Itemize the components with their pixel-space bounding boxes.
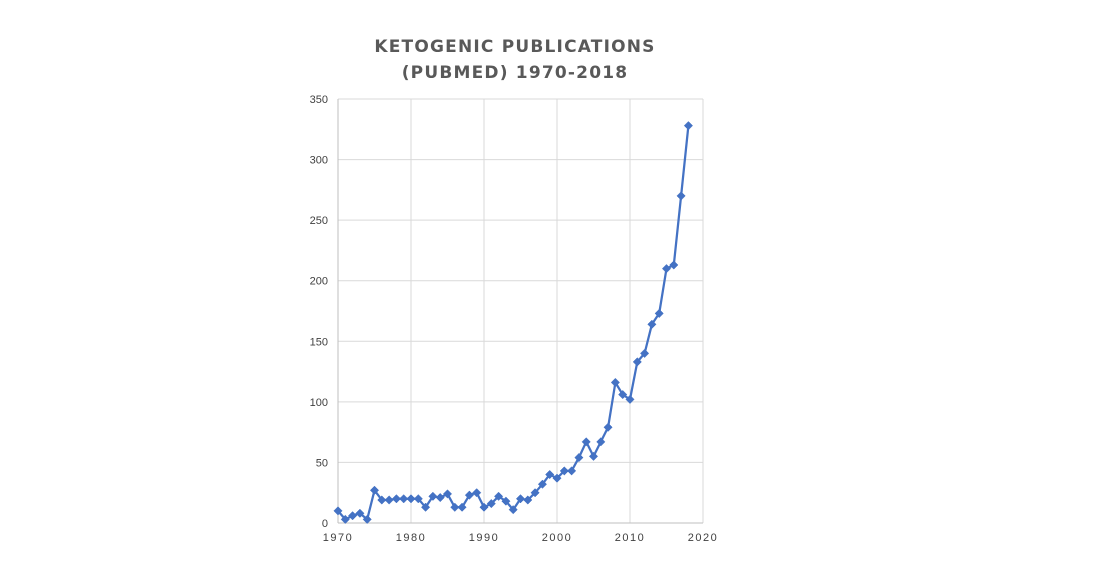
gridlines (338, 98, 704, 523)
data-point-2004 (581, 437, 591, 447)
data-point-1990 (479, 502, 489, 512)
y-tick-label-300: 300 (310, 155, 328, 167)
data-point-2009 (618, 390, 628, 400)
data-point-2005 (588, 451, 599, 461)
data-point-2017 (676, 191, 686, 201)
data-point-1976 (377, 495, 387, 505)
y-tick-label-150: 150 (310, 336, 328, 348)
data-point-1980 (406, 494, 416, 504)
data-point-1986 (450, 502, 460, 512)
data-point-2015 (661, 264, 672, 274)
data-point-1993 (501, 496, 511, 506)
data-point-2016 (669, 260, 679, 270)
axes (337, 99, 703, 524)
chart-title-line-1: KETOGENIC PUBLICATIONS (374, 37, 656, 57)
data-point-1988 (464, 490, 474, 500)
data-point-1974 (362, 514, 372, 524)
y-tick-label-200: 200 (310, 276, 328, 288)
data-point-1983 (428, 491, 438, 501)
data-point-1984 (435, 493, 445, 503)
data-point-1977 (384, 495, 394, 505)
data-point-1973 (355, 508, 365, 518)
data-point-2014 (654, 308, 664, 318)
y-tick-label-100: 100 (310, 397, 328, 409)
data-point-1997 (530, 488, 540, 498)
data-point-1994 (508, 505, 518, 515)
series-layer (333, 121, 693, 524)
data-point-1999 (545, 469, 555, 480)
data-point-2006 (596, 437, 606, 447)
data-point-1998 (537, 479, 547, 489)
data-point-1978 (391, 494, 401, 504)
y-tick-label-350: 350 (310, 94, 328, 106)
data-point-1971 (340, 514, 350, 524)
data-point-1979 (399, 494, 409, 504)
chart-title-line-2: (PUBMED) 1970-2018 (401, 63, 629, 83)
y-tick-label-50: 50 (316, 457, 328, 469)
data-point-2013 (647, 319, 657, 329)
x-tick-label-1980: 1980 (396, 532, 426, 544)
data-point-2010 (625, 394, 635, 404)
data-point-2008 (610, 377, 620, 388)
data-point-1991 (486, 499, 496, 509)
data-point-2002 (567, 466, 577, 476)
data-point-2012 (640, 348, 650, 358)
data-point-2003 (574, 453, 584, 463)
data-point-1996 (523, 495, 533, 505)
x-tick-label-2000: 2000 (542, 532, 572, 544)
y-tick-label-250: 250 (310, 215, 328, 227)
data-point-1989 (472, 488, 482, 498)
data-point-2001 (559, 466, 569, 476)
chart-title: KETOGENIC PUBLICATIONS (PUBMED) 1970-201… (300, 34, 730, 86)
data-point-1972 (348, 511, 358, 521)
data-point-1985 (442, 489, 453, 499)
x-tick-label-1970: 1970 (323, 532, 353, 544)
tick-labels: 0 50 100 150 200 250 300 350 1970 1980 1990 2000 201… (310, 94, 718, 544)
data-point-2000 (552, 473, 562, 483)
data-point-1987 (457, 502, 467, 512)
x-tick-label-2020: 2020 (688, 532, 718, 544)
x-tick-label-2010: 2010 (615, 532, 645, 544)
data-point-1975 (369, 485, 380, 495)
x-tick-label-1990: 1990 (469, 532, 499, 544)
data-point-2011 (632, 357, 642, 367)
data-point-1995 (515, 494, 526, 504)
data-point-2018 (683, 121, 693, 131)
y-tick-label-0: 0 (322, 518, 328, 530)
data-point-1981 (413, 494, 423, 504)
data-point-1970 (333, 506, 343, 516)
data-point-2007 (603, 422, 613, 432)
series-line-0 (337, 125, 690, 521)
data-point-1992 (494, 491, 504, 501)
data-point-1982 (421, 502, 431, 512)
